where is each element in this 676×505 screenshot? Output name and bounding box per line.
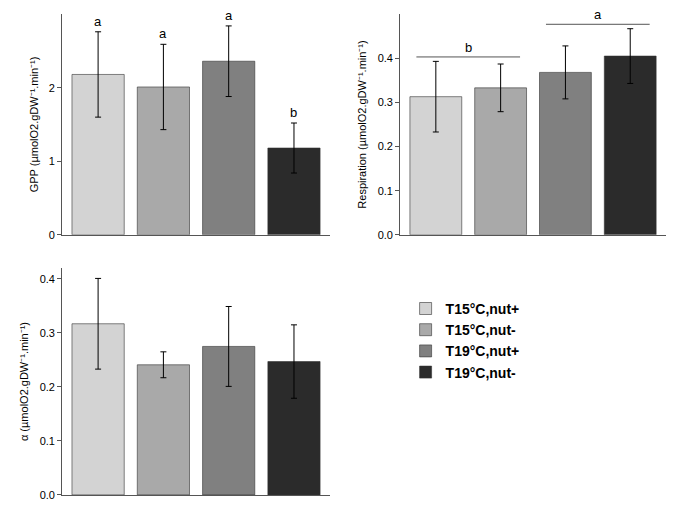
svg-text:b: b <box>290 105 297 120</box>
svg-text:GPP (µmolO2.gDW⁻¹.min⁻¹): GPP (µmolO2.gDW⁻¹.min⁻¹) <box>28 57 40 193</box>
svg-text:T19°C,nut+: T19°C,nut+ <box>446 343 520 359</box>
svg-text:b: b <box>465 40 472 55</box>
svg-text:1: 1 <box>49 155 55 167</box>
svg-text:0.2: 0.2 <box>40 381 55 393</box>
svg-text:a: a <box>94 14 102 29</box>
svg-text:T15°C,nut+: T15°C,nut+ <box>446 301 520 317</box>
svg-text:a: a <box>159 26 167 41</box>
svg-text:0.0: 0.0 <box>40 489 55 501</box>
svg-text:0.1: 0.1 <box>40 435 55 447</box>
svg-text:T15°C,nut-: T15°C,nut- <box>446 322 516 338</box>
svg-text:a: a <box>594 7 602 22</box>
svg-text:Respiration (µmolO2.gDW⁻¹.min⁻: Respiration (µmolO2.gDW⁻¹.min⁻¹) <box>356 40 368 208</box>
svg-text:0: 0 <box>49 229 55 241</box>
svg-text:0.0: 0.0 <box>378 229 393 241</box>
svg-text:0.2: 0.2 <box>378 140 393 152</box>
svg-text:α (µmolO2.gDW⁻¹.min⁻¹): α (µmolO2.gDW⁻¹.min⁻¹) <box>18 322 30 441</box>
svg-text:0.4: 0.4 <box>40 273 55 285</box>
svg-text:0.3: 0.3 <box>378 96 393 108</box>
svg-text:a: a <box>225 8 233 23</box>
svg-text:0.3: 0.3 <box>40 327 55 339</box>
svg-text:T19°C,nut-: T19°C,nut- <box>446 365 516 381</box>
svg-text:0.1: 0.1 <box>378 185 393 197</box>
svg-text:0.4: 0.4 <box>378 52 393 64</box>
svg-text:2: 2 <box>49 82 55 94</box>
